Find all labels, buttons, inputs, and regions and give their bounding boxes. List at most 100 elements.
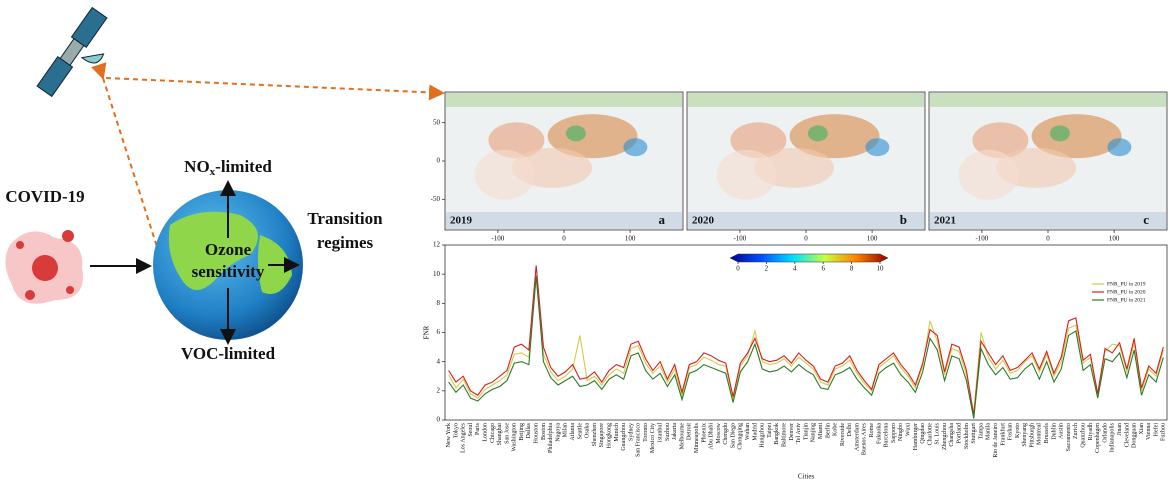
x-tick-label: Hamburger bbox=[913, 423, 919, 450]
y-tick-label: 0 bbox=[437, 416, 441, 424]
colorbar-tick-label: 2 bbox=[765, 265, 769, 273]
colorbar-tick-label: 6 bbox=[821, 265, 825, 273]
x-tick-label: Boston bbox=[541, 423, 547, 440]
x-tick-label: Detroit bbox=[687, 423, 693, 440]
x-tick-label: Guangzhou bbox=[621, 423, 627, 451]
x-axis-label: Cities bbox=[798, 473, 815, 481]
map-x-tick-label: -100 bbox=[491, 235, 504, 243]
x-tick-label: Pittsburgh bbox=[1029, 423, 1035, 448]
y-axis-label: FNR bbox=[423, 325, 431, 339]
x-tick-label: Mexico City bbox=[650, 423, 656, 453]
map-letter: b bbox=[900, 212, 907, 227]
input-label: COVID-19 bbox=[5, 187, 84, 206]
nox-sub: x bbox=[210, 166, 216, 178]
x-tick-label: London bbox=[482, 423, 488, 442]
x-tick-label: Nanjing bbox=[811, 423, 817, 442]
map-field bbox=[565, 125, 586, 142]
x-tick-label: Quanzhou bbox=[1081, 423, 1087, 448]
x-tick-label: Nagoya bbox=[555, 423, 561, 442]
map-x-tick-label: 0 bbox=[1046, 235, 1050, 243]
x-tick-label: Baltimore bbox=[781, 423, 787, 447]
map-field bbox=[730, 122, 787, 159]
x-tick-label: Houston bbox=[534, 423, 540, 443]
map-x-tick-label: 0 bbox=[804, 235, 808, 243]
x-tick-label: Moscow bbox=[716, 422, 722, 443]
map-year: 2020 bbox=[692, 215, 715, 227]
map-band bbox=[446, 212, 682, 229]
map-band bbox=[446, 93, 682, 107]
nox-prefix: NO bbox=[184, 157, 210, 176]
x-tick-label: Osaka bbox=[585, 423, 591, 438]
x-tick-label: Vienna bbox=[1146, 423, 1152, 440]
x-tick-label: Los Angeles bbox=[461, 422, 467, 452]
map-field bbox=[789, 114, 880, 159]
colorbar-tick-label: 4 bbox=[793, 265, 797, 273]
x-tick-label: San Diego bbox=[730, 423, 736, 448]
map-field bbox=[1107, 138, 1132, 157]
x-tick-label: Tampa bbox=[978, 423, 984, 440]
nox-label: NOx-limited bbox=[184, 157, 272, 178]
x-tick-label: Dallas bbox=[526, 422, 532, 438]
x-tick-label: Minneapolis bbox=[694, 422, 700, 453]
x-tick-label: Cleveland bbox=[1124, 423, 1130, 447]
x-tick-label: Frankfurt bbox=[999, 423, 1006, 446]
map-field bbox=[474, 149, 535, 200]
colorbar bbox=[729, 253, 889, 263]
x-tick-label: Brussels bbox=[1044, 422, 1050, 443]
x-tick-label: Stockholm bbox=[964, 423, 970, 449]
x-tick-label: Riyadh bbox=[1088, 423, 1094, 440]
x-tick-label: Chongqing bbox=[738, 423, 744, 450]
x-tick-label: Delhi bbox=[847, 423, 853, 437]
x-tick-label: Barcelona bbox=[884, 423, 890, 448]
map-band bbox=[688, 93, 924, 107]
x-tick-label: Tokyo bbox=[453, 423, 459, 438]
x-tick-label: Foshan bbox=[1008, 423, 1014, 440]
colorbar-tick-label: 10 bbox=[877, 265, 885, 273]
x-tick-label: Kyoto bbox=[1015, 423, 1021, 438]
x-tick-label: Amsterdam bbox=[854, 423, 860, 451]
legend-label: FNR_PU in 2021 bbox=[1107, 297, 1146, 303]
x-tick-label: Buenos Aires bbox=[862, 422, 868, 455]
x-tick-label: Abu Dhabi bbox=[709, 423, 715, 450]
x-tick-label: Shenzhen bbox=[592, 423, 598, 446]
x-tick-label: Jakarta bbox=[672, 423, 678, 440]
map-field bbox=[958, 149, 1019, 200]
x-tick-label: Taipei bbox=[767, 423, 773, 438]
map-band bbox=[688, 212, 924, 229]
x-tick-label: Sacramento bbox=[1066, 423, 1072, 451]
x-tick-label: Bangkok bbox=[774, 423, 780, 445]
map-x-tick-label: -100 bbox=[975, 235, 988, 243]
x-tick-label: Rome bbox=[869, 423, 875, 438]
satellite-icon bbox=[36, 6, 108, 98]
y-tick-label: 6 bbox=[437, 328, 441, 336]
x-tick-label: Madrid bbox=[752, 423, 758, 441]
legend-label: FNR_PU in 2019 bbox=[1107, 281, 1146, 287]
map-letter: a bbox=[659, 212, 666, 227]
y-tick-label: 4 bbox=[437, 357, 441, 365]
x-tick-label: Chicago bbox=[490, 423, 496, 443]
x-tick-label: Dongguan bbox=[1132, 423, 1138, 448]
x-tick-label: Tianjin bbox=[803, 423, 809, 440]
x-tick-label: Orlando bbox=[1102, 423, 1108, 443]
y-tick-label: 2 bbox=[437, 386, 441, 394]
x-tick-label: Zurich bbox=[1073, 423, 1079, 439]
voc-label: VOC-limited bbox=[181, 344, 276, 363]
x-tick-label: Xian bbox=[1139, 423, 1145, 435]
x-tick-label: Toronto bbox=[643, 423, 649, 442]
map-x-tick-label: 100 bbox=[625, 235, 636, 243]
map-field bbox=[488, 122, 545, 159]
map-field bbox=[807, 125, 828, 142]
legend-label: FNR_PU in 2020 bbox=[1107, 289, 1146, 295]
x-tick-label: Wuhan bbox=[745, 423, 751, 440]
x-tick-label: San Francisco bbox=[636, 423, 642, 457]
x-tick-label: Singapore bbox=[599, 423, 605, 448]
x-tick-label: Suzhou bbox=[665, 423, 671, 441]
map-field bbox=[547, 114, 638, 159]
x-tick-label: Phoenix bbox=[701, 423, 707, 443]
x-tick-label: Washington bbox=[512, 423, 518, 452]
x-tick-label: Miami bbox=[818, 423, 824, 439]
map-field bbox=[972, 122, 1029, 159]
x-tick-label: Copenhagen bbox=[1095, 423, 1101, 453]
x-tick-label: Philadelphia bbox=[548, 423, 554, 453]
nox-suffix: -limited bbox=[215, 157, 272, 176]
